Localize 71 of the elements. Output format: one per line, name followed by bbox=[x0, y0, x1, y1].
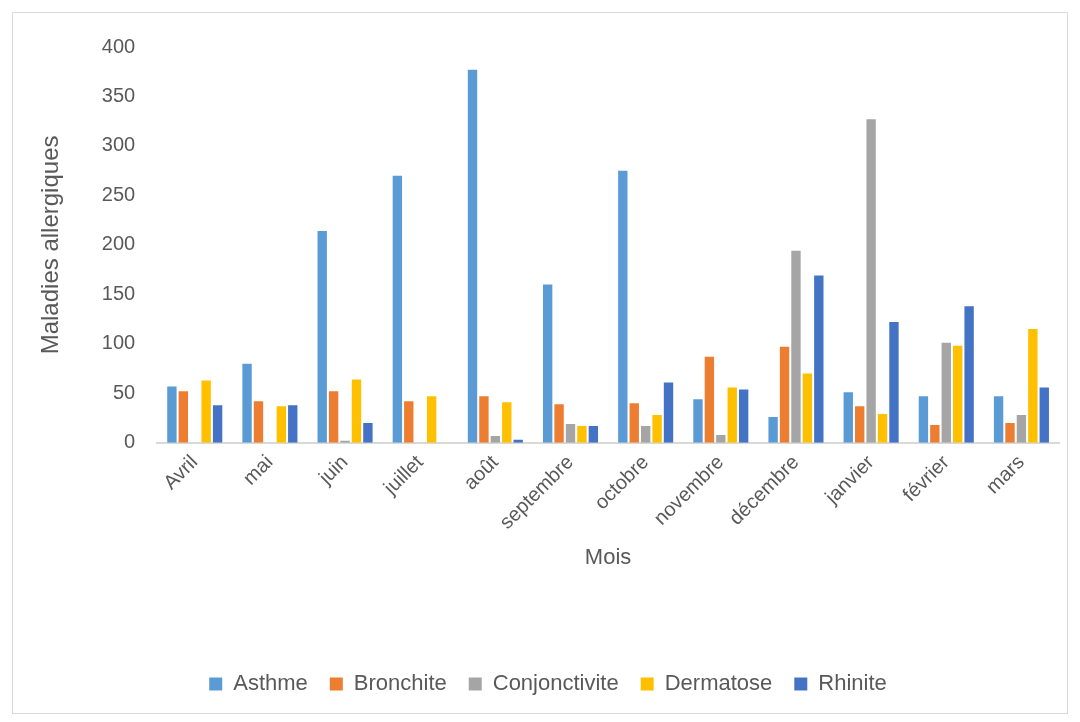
bar bbox=[802, 373, 813, 443]
bar bbox=[930, 425, 940, 443]
bar bbox=[877, 414, 888, 443]
bar bbox=[167, 386, 177, 443]
bar bbox=[588, 425, 599, 443]
y-tick-label: 350 bbox=[101, 83, 136, 106]
bar bbox=[1028, 329, 1038, 443]
bar bbox=[779, 346, 790, 443]
bar bbox=[212, 405, 223, 443]
bar bbox=[276, 406, 287, 443]
bar bbox=[964, 306, 974, 443]
x-tick-label: mai bbox=[238, 450, 277, 489]
bar bbox=[317, 231, 327, 443]
y-tick-label: 50 bbox=[112, 380, 136, 403]
bar bbox=[843, 392, 853, 443]
legend-label: Conjonctivite bbox=[492, 670, 619, 696]
bar bbox=[201, 380, 211, 443]
x-axis-title: Mois bbox=[584, 543, 632, 569]
bar bbox=[467, 69, 478, 443]
bar bbox=[1039, 387, 1049, 443]
bar bbox=[502, 402, 512, 443]
bar bbox=[565, 424, 576, 443]
bar bbox=[554, 404, 564, 443]
bar bbox=[693, 399, 703, 443]
bar bbox=[1016, 415, 1027, 443]
bar bbox=[242, 363, 252, 443]
bar bbox=[288, 405, 298, 443]
bar bbox=[363, 423, 373, 443]
bar bbox=[941, 342, 951, 443]
bar bbox=[404, 401, 414, 443]
bar bbox=[253, 401, 264, 443]
x-tick-label: août bbox=[458, 450, 503, 494]
x-tick-label: juin bbox=[313, 450, 352, 489]
bar bbox=[704, 356, 715, 443]
y-tick-label: 150 bbox=[101, 281, 136, 304]
y-tick-label: 250 bbox=[101, 182, 136, 205]
bar bbox=[577, 425, 587, 443]
y-tick-label: 300 bbox=[101, 133, 136, 156]
bar bbox=[392, 175, 403, 443]
y-tick-label: 400 bbox=[101, 34, 136, 57]
bar bbox=[542, 284, 553, 443]
bar bbox=[640, 425, 651, 443]
legend-label: Bronchite bbox=[353, 670, 447, 696]
bar bbox=[618, 170, 628, 443]
bar bbox=[663, 382, 674, 443]
bar bbox=[426, 396, 437, 443]
bar bbox=[889, 322, 899, 443]
bar bbox=[855, 406, 865, 443]
y-tick-label: 100 bbox=[101, 331, 136, 354]
bar bbox=[738, 389, 749, 443]
bar bbox=[629, 403, 639, 443]
bar bbox=[993, 396, 1004, 443]
bar bbox=[866, 119, 876, 443]
bar bbox=[178, 391, 189, 443]
bar bbox=[652, 415, 662, 443]
y-tick-label: 200 bbox=[101, 232, 136, 255]
bar bbox=[918, 396, 929, 443]
bar bbox=[479, 396, 489, 443]
legend-label: Dermatose bbox=[664, 670, 773, 696]
bar bbox=[351, 379, 362, 443]
bar bbox=[768, 417, 778, 443]
y-tick-label: 0 bbox=[124, 430, 136, 453]
legend-label: Rhinite bbox=[818, 670, 887, 696]
bar bbox=[814, 275, 824, 443]
bar bbox=[1005, 423, 1015, 443]
bar bbox=[328, 391, 339, 443]
bar bbox=[791, 250, 801, 443]
bar bbox=[727, 387, 737, 443]
y-axis-title: Maladies allergiques bbox=[36, 135, 64, 355]
bar bbox=[953, 345, 963, 443]
legend-label: Asthme bbox=[233, 670, 308, 696]
